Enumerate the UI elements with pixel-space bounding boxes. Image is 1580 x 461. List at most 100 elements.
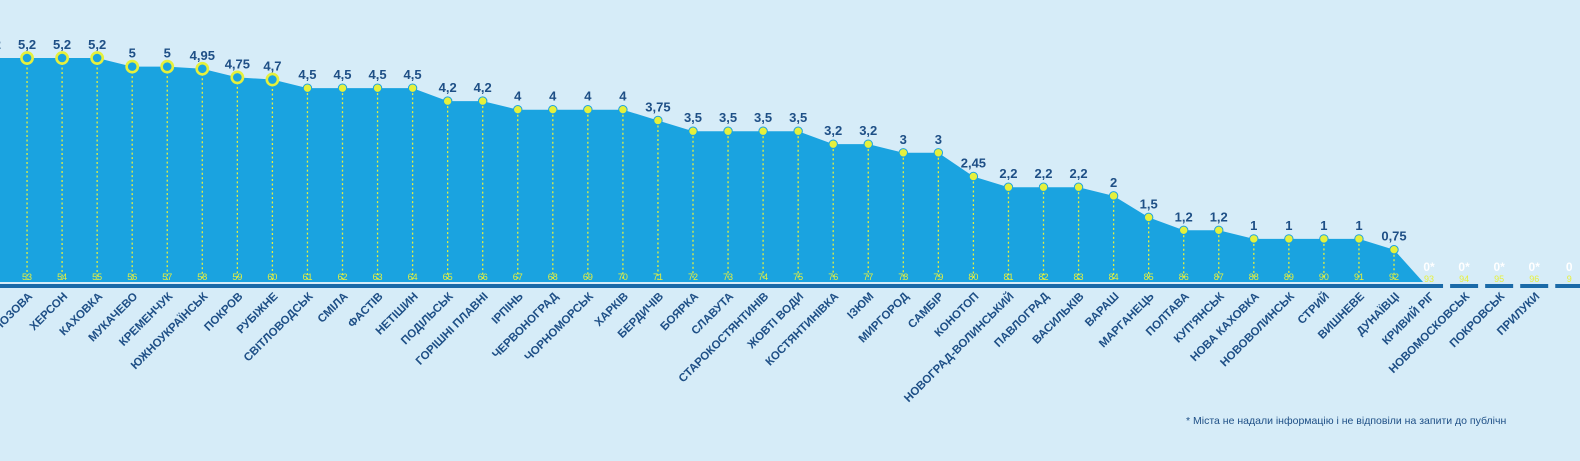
rank-label: 91 bbox=[1354, 272, 1364, 282]
rank-label: 69 bbox=[583, 272, 593, 282]
data-label: 4,5 bbox=[404, 67, 422, 82]
data-point bbox=[195, 61, 210, 76]
rank-label: 81 bbox=[1003, 272, 1013, 282]
rank-label: 83 bbox=[1074, 272, 1084, 282]
data-point bbox=[407, 83, 418, 93]
data-label: 5 bbox=[129, 46, 136, 61]
data-label: 1,2 bbox=[1175, 209, 1193, 224]
rank-label: 94 bbox=[1459, 274, 1469, 284]
data-point bbox=[125, 59, 140, 74]
data-label: 3,2 bbox=[859, 123, 877, 138]
footnote: * Міста не надали інформацію і не відпов… bbox=[1186, 415, 1506, 427]
data-point bbox=[160, 59, 175, 74]
data-point bbox=[372, 83, 383, 93]
rank-label: 85 bbox=[1144, 272, 1154, 282]
data-point bbox=[20, 51, 34, 65]
rank-label: 53 bbox=[22, 272, 32, 282]
data-point bbox=[1073, 182, 1084, 192]
rank-label: 59 bbox=[232, 272, 242, 282]
data-label: 4,2 bbox=[439, 80, 457, 95]
data-point bbox=[758, 126, 768, 136]
rank-label: 64 bbox=[408, 272, 418, 282]
data-point bbox=[90, 51, 105, 65]
rank-label: 63 bbox=[373, 272, 383, 282]
zero-bar bbox=[1555, 284, 1580, 288]
rank-label: 78 bbox=[898, 272, 908, 282]
data-point bbox=[230, 70, 245, 85]
data-label: 1 bbox=[1250, 218, 1257, 233]
data-point bbox=[302, 83, 313, 93]
data-label: 1,2 bbox=[1210, 209, 1228, 224]
data-label: 4,75 bbox=[225, 56, 250, 71]
rank-label: 82 bbox=[1038, 272, 1048, 282]
baseline bbox=[0, 284, 1424, 288]
data-point bbox=[968, 171, 979, 182]
data-label: 2,2 bbox=[999, 166, 1017, 181]
data-point bbox=[1143, 212, 1154, 223]
data-point bbox=[863, 139, 873, 149]
data-point bbox=[583, 104, 593, 115]
rank-label: 60 bbox=[267, 272, 277, 282]
data-label: 3 bbox=[935, 132, 942, 147]
data-point bbox=[1319, 234, 1329, 244]
data-point bbox=[513, 104, 523, 115]
zero-bar bbox=[1415, 284, 1444, 288]
data-label: 3,5 bbox=[754, 110, 772, 125]
data-point bbox=[337, 83, 348, 93]
data-label: 4,2 bbox=[474, 80, 492, 95]
data-label: 0 bbox=[1566, 260, 1573, 274]
data-label: 4 bbox=[514, 89, 522, 104]
data-point bbox=[265, 72, 280, 87]
data-label: 4,5 bbox=[369, 67, 387, 82]
data-label: 4 bbox=[584, 89, 592, 104]
zero-bar bbox=[1520, 284, 1549, 288]
data-label: 3,5 bbox=[789, 110, 807, 125]
rank-label: 87 bbox=[1214, 272, 1224, 282]
rank-label: 68 bbox=[548, 272, 558, 282]
data-point bbox=[1284, 234, 1294, 244]
data-label: 1,5 bbox=[1140, 196, 1158, 211]
data-point bbox=[933, 148, 944, 158]
data-label: 5,2 bbox=[53, 37, 71, 52]
data-label: 4,7 bbox=[263, 59, 281, 74]
data-label: 2 bbox=[1110, 175, 1117, 190]
rank-label: 55 bbox=[92, 272, 102, 282]
rank-label: 75 bbox=[793, 272, 803, 282]
data-label: 3 bbox=[900, 132, 907, 147]
data-point bbox=[1038, 182, 1049, 192]
data-point bbox=[55, 51, 69, 65]
rank-label: 92 bbox=[1389, 272, 1399, 282]
data-label: 0* bbox=[1529, 260, 1541, 274]
rank-label: 62 bbox=[337, 272, 347, 282]
rank-label: 57 bbox=[162, 272, 172, 282]
data-label: 2,2 bbox=[1034, 166, 1052, 181]
data-label: 2,2 bbox=[1070, 166, 1088, 181]
rank-label: 95 bbox=[1494, 274, 1504, 284]
data-point bbox=[828, 139, 838, 149]
data-label: 3,5 bbox=[684, 110, 702, 125]
rank-label: 88 bbox=[1249, 272, 1259, 282]
rank-label: 72 bbox=[688, 272, 698, 282]
data-point bbox=[653, 115, 663, 126]
rank-label: 70 bbox=[618, 272, 628, 282]
data-label: 1 bbox=[1320, 218, 1327, 233]
rank-label: 66 bbox=[478, 272, 488, 282]
data-label: 4,5 bbox=[298, 67, 316, 82]
data-point bbox=[898, 148, 908, 158]
rank-label: 84 bbox=[1109, 272, 1119, 282]
rank-label: 74 bbox=[758, 272, 768, 282]
data-label: 4 bbox=[549, 89, 557, 104]
data-point bbox=[1249, 234, 1259, 244]
data-point bbox=[442, 96, 453, 106]
rank-label: 61 bbox=[302, 272, 312, 282]
data-label: 4,5 bbox=[333, 67, 351, 82]
rank-label: 54 bbox=[57, 272, 67, 282]
data-point bbox=[1179, 225, 1189, 236]
data-point bbox=[1389, 244, 1399, 255]
data-point bbox=[688, 126, 698, 136]
rank-label: 76 bbox=[828, 272, 838, 282]
data-label: 3,2 bbox=[824, 123, 842, 138]
data-point bbox=[793, 126, 803, 136]
rank-label: 86 bbox=[1179, 272, 1189, 282]
